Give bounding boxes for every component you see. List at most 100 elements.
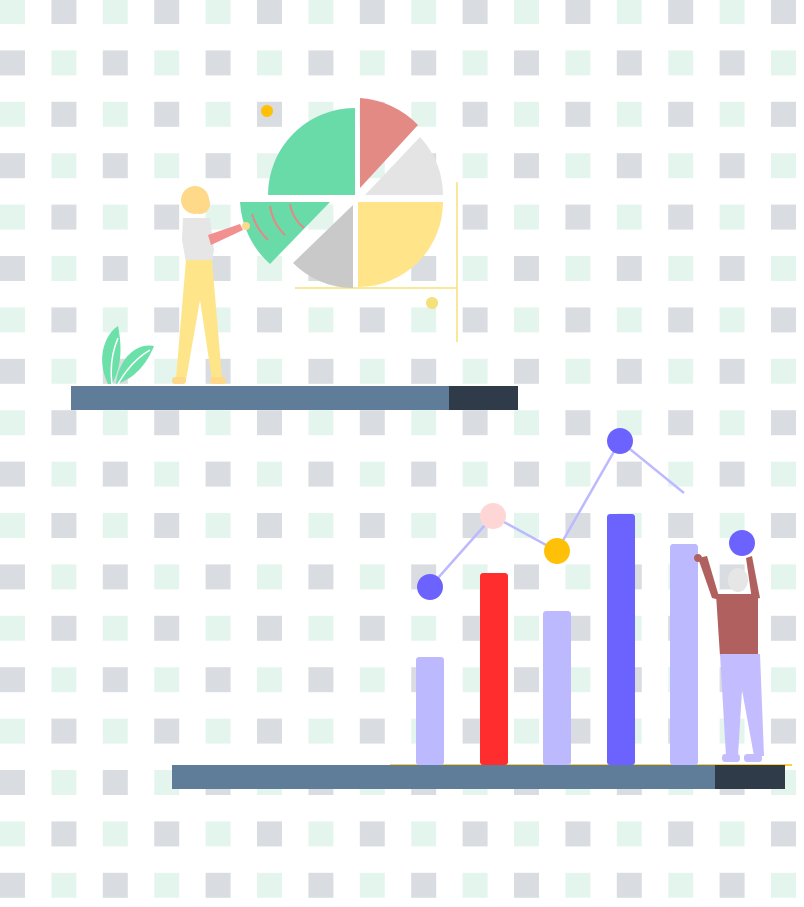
background-tile-gray xyxy=(616,461,642,487)
background-tile-mint xyxy=(411,615,437,641)
background-tile-gray xyxy=(565,513,591,538)
pie-slice-detached-green xyxy=(240,202,330,264)
background-tile-gray xyxy=(308,667,334,693)
plant-vein-left xyxy=(110,337,119,385)
background-tile-mint xyxy=(0,0,25,24)
background-tile-gray xyxy=(359,0,385,24)
background-tile-mint xyxy=(154,667,180,693)
bottom-shelf-end xyxy=(715,765,785,789)
background-tile-mint xyxy=(514,101,539,127)
background-tile-mint xyxy=(257,461,282,487)
background-tile-mint xyxy=(154,461,180,487)
plant xyxy=(102,326,154,385)
background-tile-mint xyxy=(257,872,282,898)
background-tile-mint xyxy=(565,50,591,76)
bar-4 xyxy=(607,514,635,765)
background-tile-mint xyxy=(102,101,128,127)
trend-point-1 xyxy=(417,574,443,600)
background-tile-mint xyxy=(514,410,539,436)
background-tile-mint xyxy=(616,204,642,230)
background-tile-gray xyxy=(771,101,796,127)
background-tile-mint xyxy=(565,564,591,590)
background-tile-gray xyxy=(514,872,539,898)
background-tile-gray xyxy=(51,101,77,127)
background-tile-gray xyxy=(154,204,180,230)
background-tile-gray xyxy=(719,461,745,487)
background-tile-gray xyxy=(359,821,385,847)
background-tile-gray xyxy=(205,564,231,590)
pie-slice-salmon xyxy=(360,98,418,188)
background-tile-gray xyxy=(462,101,488,127)
background-tile-mint xyxy=(462,153,488,179)
background-tile-mint xyxy=(0,410,25,436)
background-tile-gray xyxy=(462,821,488,847)
background-tile-gray xyxy=(616,153,642,179)
plant-leaf-left xyxy=(102,326,121,384)
background-tile-mint xyxy=(51,358,77,384)
background-tile-gray xyxy=(0,50,25,76)
background-tile-gray xyxy=(668,410,694,436)
background-tile-gray xyxy=(771,204,796,230)
man-held-ball xyxy=(729,530,755,556)
man-figure xyxy=(694,530,764,762)
background-tile-mint xyxy=(102,718,128,744)
trend-point-4 xyxy=(607,428,633,454)
background-tile-gray xyxy=(771,513,796,538)
background-tile-mint xyxy=(0,615,25,641)
background-tile-mint xyxy=(514,821,539,847)
background-tile-mint xyxy=(51,872,77,898)
background-tile-gray xyxy=(359,410,385,436)
background-tile-mint xyxy=(102,204,128,230)
background-tile-mint xyxy=(411,307,437,333)
background-tile-mint xyxy=(719,410,745,436)
background-tile-mint xyxy=(51,50,77,76)
background-tile-mint xyxy=(102,821,128,847)
background-tile-gray xyxy=(0,256,25,281)
background-tile-mint xyxy=(514,204,539,230)
background-tile-mint xyxy=(771,564,796,590)
bottom-shelf xyxy=(172,765,715,789)
background-tile-mint xyxy=(462,461,488,487)
background-tile-gray xyxy=(462,204,488,230)
background-tile-mint xyxy=(359,461,385,487)
man-shoe-left xyxy=(722,754,740,762)
background-tile-mint xyxy=(771,461,796,487)
background-tile-mint xyxy=(771,667,796,693)
background-tile-gray xyxy=(51,0,77,24)
background-tile-gray xyxy=(719,153,745,179)
background-tile-gray xyxy=(257,615,282,641)
background-tile-gray xyxy=(668,307,694,333)
background-tile-mint xyxy=(771,50,796,76)
background-tile-gray xyxy=(102,667,128,693)
background-tile-gray xyxy=(102,770,128,795)
background-tile-mint xyxy=(154,872,180,898)
background-tile-gray xyxy=(51,615,77,641)
background-tile-mint xyxy=(616,821,642,847)
accent-dot-bottom xyxy=(426,297,438,309)
bar-2 xyxy=(480,573,508,765)
background-tile-mint xyxy=(205,718,231,744)
background-tile-mint xyxy=(154,564,180,590)
background-tile-gray xyxy=(154,615,180,641)
pie-slice-mid-gray xyxy=(293,205,353,288)
background-tile-gray xyxy=(616,256,642,281)
background-tile-mint xyxy=(565,461,591,487)
background-tile-gray xyxy=(411,358,437,384)
background-tile-mint xyxy=(102,513,128,538)
background-tile-gray xyxy=(514,358,539,384)
background-tile-gray xyxy=(514,50,539,76)
background-tile-gray xyxy=(411,461,437,487)
background-tile-gray xyxy=(616,50,642,76)
background-tile-gray xyxy=(0,358,25,384)
background-tile-mint xyxy=(154,153,180,179)
background-tile-gray xyxy=(0,461,25,487)
background-tile-gray xyxy=(719,50,745,76)
pie-slice-stripe-2 xyxy=(269,205,286,236)
background-tile-gray xyxy=(102,461,128,487)
background-tile-mint xyxy=(0,718,25,744)
background-tile-mint xyxy=(565,358,591,384)
background-tile-mint xyxy=(51,153,77,179)
background-tile-mint xyxy=(205,101,231,127)
background-tile-gray xyxy=(0,872,25,898)
